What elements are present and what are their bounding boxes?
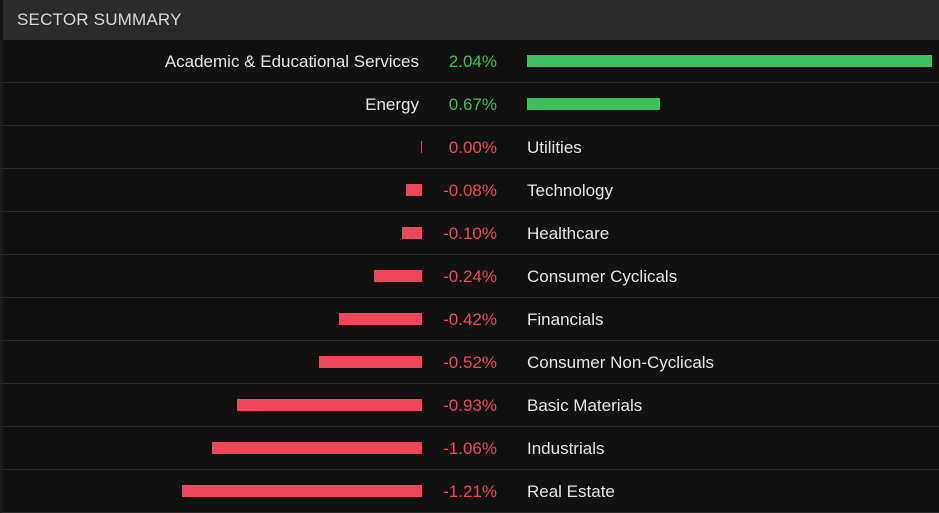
- sector-bar: [406, 184, 422, 196]
- sector-value: -0.42%: [443, 310, 497, 329]
- sector-bar: [402, 227, 422, 239]
- sector-label: Energy: [365, 95, 419, 114]
- sector-label: Utilities: [527, 138, 582, 157]
- sector-bar: [527, 55, 932, 67]
- sector-label: Technology: [527, 181, 614, 200]
- sector-row: -0.10% Healthcare: [0, 212, 939, 255]
- sector-label: Basic Materials: [527, 396, 643, 415]
- sector-row: -0.52% Consumer Non-Cyclicals: [0, 341, 939, 384]
- sector-bar: [527, 98, 660, 110]
- sector-value: 2.04%: [448, 52, 497, 71]
- sector-label: Healthcare: [527, 224, 610, 243]
- sector-value: -0.10%: [443, 224, 497, 243]
- sector-value: -0.93%: [443, 396, 497, 415]
- sector-label: Real Estate: [527, 482, 615, 501]
- sector-bar: [181, 485, 422, 497]
- sector-row: 2.04% Academic & Educational Services: [0, 40, 939, 83]
- sector-value: -0.52%: [443, 353, 497, 372]
- sector-row: -0.08% Technology: [0, 169, 939, 212]
- sector-row: 0.67% Energy: [0, 83, 939, 126]
- sector-value: -0.08%: [443, 181, 497, 200]
- sector-label: Academic & Educational Services: [164, 52, 419, 71]
- sector-row: -1.06% Industrials: [0, 427, 939, 470]
- sector-row: -0.42% Financials: [0, 298, 939, 341]
- sector-bar: [420, 141, 422, 153]
- sector-label: Financials: [527, 310, 604, 329]
- sector-rows: 2.04% Academic & Educational Services 0.67…: [0, 40, 939, 513]
- sector-bar: [237, 399, 422, 411]
- sector-row: -0.24% Consumer Cyclicals: [0, 255, 939, 298]
- sector-value: -1.06%: [443, 439, 497, 458]
- sector-bar: [318, 356, 422, 368]
- sector-label: Consumer Non-Cyclicals: [527, 353, 715, 372]
- panel-title: SECTOR SUMMARY: [17, 10, 182, 29]
- panel-header: SECTOR SUMMARY: [0, 0, 939, 40]
- sector-value: 0.00%: [448, 138, 497, 157]
- sector-label: Consumer Cyclicals: [527, 267, 678, 286]
- sector-value: -1.21%: [443, 482, 497, 501]
- sector-value: 0.67%: [448, 95, 497, 114]
- sector-row: -1.21% Real Estate: [0, 470, 939, 513]
- sector-value: -0.24%: [443, 267, 497, 286]
- sector-bar: [374, 270, 422, 282]
- sector-bar: [211, 442, 422, 454]
- sector-row: 0.00% Utilities: [0, 126, 939, 169]
- sector-bar: [338, 313, 422, 325]
- sector-label: Industrials: [527, 439, 605, 458]
- sector-row: -0.93% Basic Materials: [0, 384, 939, 427]
